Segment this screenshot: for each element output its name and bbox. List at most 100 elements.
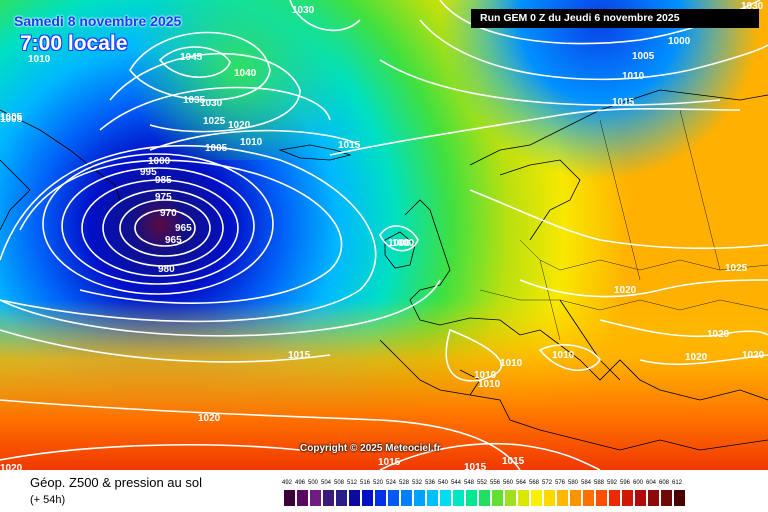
south-warm-area xyxy=(0,300,768,470)
isobar-label: 1010 xyxy=(478,379,501,390)
legend-label: 612 xyxy=(672,480,683,486)
legend-swatch xyxy=(660,490,672,506)
legend-cell: 520 xyxy=(373,478,386,506)
forecast-date: Samedi 8 novembre 2025 xyxy=(14,13,182,29)
legend-cell: 536 xyxy=(425,478,438,506)
legend-label: 532 xyxy=(412,480,423,486)
isobar-label: 1020 xyxy=(707,329,730,340)
legend-label: 604 xyxy=(646,480,657,486)
legend-label: 576 xyxy=(555,480,566,486)
legend-cell: 504 xyxy=(321,478,334,506)
legend-label: 500 xyxy=(308,480,319,486)
legend-swatch xyxy=(283,490,295,506)
isobars xyxy=(0,0,768,470)
legend-swatch xyxy=(517,490,529,506)
legend-swatch xyxy=(465,490,477,506)
legend-label: 568 xyxy=(529,480,540,486)
isobar-label: 1020 xyxy=(0,463,23,470)
legend-cell: 604 xyxy=(646,478,659,506)
isobar-label: 1045 xyxy=(180,52,203,63)
legend-swatch xyxy=(530,490,542,506)
isobar-label: 1035 xyxy=(183,95,206,106)
isobar-label: 1000 xyxy=(392,238,415,249)
isobar-label: 1020 xyxy=(228,120,251,131)
legend-cell: 556 xyxy=(490,478,503,506)
legend-cell: 500 xyxy=(308,478,321,506)
legend-cell: 548 xyxy=(464,478,477,506)
legend-swatch xyxy=(478,490,490,506)
isobar-label: 1020 xyxy=(742,350,765,361)
legend-label: 560 xyxy=(503,480,514,486)
legend-label: 516 xyxy=(360,480,371,486)
legend-cell: 532 xyxy=(412,478,425,506)
isobar-label: 975 xyxy=(155,192,172,203)
legend-label: 580 xyxy=(568,480,579,486)
legend-cell: 564 xyxy=(516,478,529,506)
forecast-time: 7:00 locale xyxy=(20,32,128,55)
isobar-label: 1010 xyxy=(500,358,523,369)
isobar-label: 1015 xyxy=(612,97,635,108)
isobar-label: 1020 xyxy=(614,285,637,296)
legend-cell: 592 xyxy=(607,478,620,506)
legend-label: 520 xyxy=(373,480,384,486)
isobar-label: 1010 xyxy=(474,370,497,381)
legend-cell: 572 xyxy=(542,478,555,506)
isobar-label: 1015 xyxy=(502,456,525,467)
legend-cell: 580 xyxy=(568,478,581,506)
legend-label: 608 xyxy=(659,480,670,486)
legend-label: 592 xyxy=(607,480,618,486)
country-borders xyxy=(479,109,768,341)
legend-swatch xyxy=(309,490,321,506)
legend-cell: 496 xyxy=(295,478,308,506)
legend-label: 556 xyxy=(490,480,501,486)
legend-swatch xyxy=(504,490,516,506)
isobar-label: 980 xyxy=(158,264,175,275)
legend-cell: 552 xyxy=(477,478,490,506)
legend-label: 564 xyxy=(516,480,527,486)
legend-label: 552 xyxy=(477,480,488,486)
legend-cell: 492 xyxy=(282,478,295,506)
isobar-label: 985 xyxy=(155,175,172,186)
legend-cell: 524 xyxy=(386,478,399,506)
legend-swatch xyxy=(400,490,412,506)
legend-cell: 544 xyxy=(451,478,464,506)
legend-label: 584 xyxy=(581,480,592,486)
isobar-label: 1015 xyxy=(378,457,401,468)
legend-swatch xyxy=(543,490,555,506)
legend-cell: 528 xyxy=(399,478,412,506)
legend-label: 524 xyxy=(386,480,397,486)
legend-swatch xyxy=(322,490,334,506)
isobar-label: 1040 xyxy=(234,68,257,79)
isobar-label: 1000 xyxy=(148,156,171,167)
color-legend: 492 496 500 504 508 512 516 520 524 528 532 536 540 5… xyxy=(282,478,685,506)
isobar-labels: 1030 1045 1040 1035 1030 1025 1020 1010 … xyxy=(0,1,765,470)
isobar-label: 1010 xyxy=(28,54,51,65)
legend-label: 600 xyxy=(633,480,644,486)
legend-cell: 608 xyxy=(659,478,672,506)
legend-label: 572 xyxy=(542,480,553,486)
legend-swatch xyxy=(361,490,373,506)
legend-cell: 568 xyxy=(529,478,542,506)
copyright-text: Copyright © 2025 Meteociel.fr xyxy=(300,443,441,454)
legend-swatch xyxy=(608,490,620,506)
isobar-label: 1005 xyxy=(205,143,228,154)
legend-label: 492 xyxy=(282,480,293,486)
legend-swatch xyxy=(595,490,607,506)
legend-label: 512 xyxy=(347,480,358,486)
isobar-label: 1005 xyxy=(0,114,23,125)
weather-map: 1030 1045 1040 1035 1030 1025 1020 1010 … xyxy=(0,0,768,470)
legend-swatch xyxy=(556,490,568,506)
legend-label: 536 xyxy=(425,480,436,486)
legend-cell: 516 xyxy=(360,478,373,506)
legend-swatch xyxy=(673,490,685,506)
legend-swatch xyxy=(634,490,646,506)
legend-swatch xyxy=(426,490,438,506)
legend-swatch xyxy=(439,490,451,506)
isobar-label: 970 xyxy=(160,208,177,219)
legend-cell: 596 xyxy=(620,478,633,506)
legend-cell: 512 xyxy=(347,478,360,506)
green-ridge xyxy=(120,0,380,160)
isobar-label: 1030 xyxy=(200,98,223,109)
legend-label: 504 xyxy=(321,480,332,486)
isobar-label: 1015 xyxy=(288,350,311,361)
